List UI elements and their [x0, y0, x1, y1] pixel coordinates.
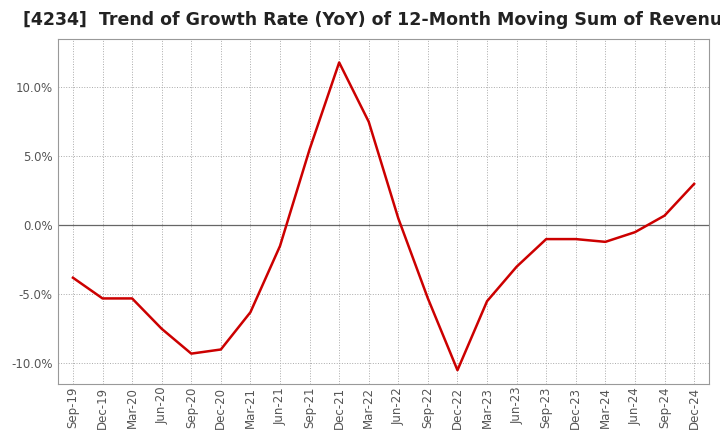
Title: [4234]  Trend of Growth Rate (YoY) of 12-Month Moving Sum of Revenues: [4234] Trend of Growth Rate (YoY) of 12-… [23, 11, 720, 29]
